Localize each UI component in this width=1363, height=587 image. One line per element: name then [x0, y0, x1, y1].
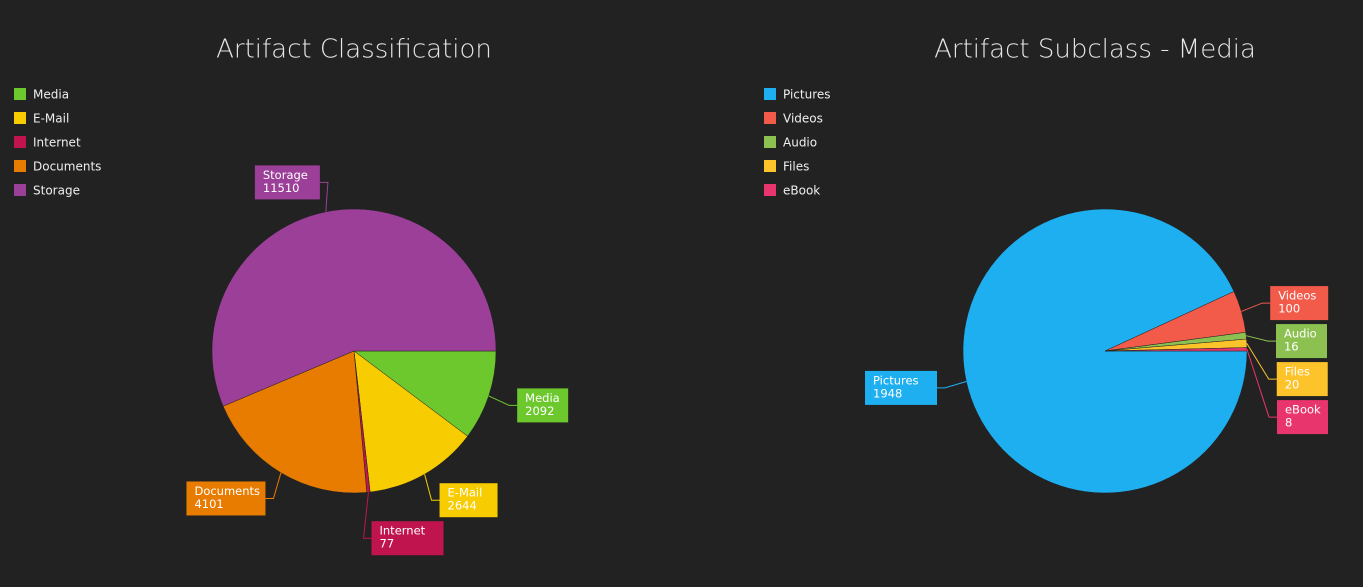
data-label-name: E-Mail	[448, 486, 483, 500]
data-label-name: Internet	[380, 524, 426, 538]
leader-line	[1241, 302, 1271, 312]
legend-label: Internet	[33, 136, 81, 150]
pie-slice	[211, 208, 497, 407]
legend-label: E-Mail	[33, 112, 69, 126]
data-label-box	[1270, 286, 1329, 321]
data-label-name: Media	[525, 391, 560, 405]
leader-line	[265, 472, 282, 499]
legend-label: Storage	[33, 184, 80, 198]
leader-line	[488, 395, 518, 406]
legend-label: Documents	[33, 160, 101, 174]
legend-swatch	[14, 112, 26, 124]
legend-label: Videos	[783, 112, 823, 126]
data-label-value: 2644	[448, 499, 477, 513]
leader-line	[424, 474, 440, 501]
data-label-value: 16	[1284, 340, 1299, 354]
data-label-value: 1948	[873, 386, 902, 400]
data-label-box	[186, 481, 266, 516]
data-label-value: 2092	[525, 404, 554, 418]
leader-line	[937, 380, 967, 389]
data-label-box	[1276, 362, 1328, 397]
data-label-value: 11510	[263, 181, 300, 195]
legend-label: Audio	[783, 136, 817, 150]
data-label-name: Storage	[263, 168, 308, 182]
data-label-name: eBook	[1285, 403, 1321, 417]
data-label-value: 20	[1285, 378, 1300, 392]
legend-swatch	[14, 184, 26, 196]
data-label-name: Files	[1285, 365, 1310, 379]
data-label-name: Audio	[1284, 327, 1317, 341]
leader-line	[319, 181, 329, 212]
data-label-name: Videos	[1278, 289, 1316, 303]
chart-title: Artifact Subclass - Media	[934, 35, 1256, 65]
pie-slice	[222, 350, 368, 494]
data-label-value: 4101	[194, 497, 223, 511]
data-label-box	[254, 165, 320, 200]
legend-swatch	[14, 88, 26, 100]
data-label-box	[865, 370, 938, 405]
leader-line	[362, 492, 372, 539]
legend-label: Media	[33, 88, 69, 102]
data-label-box	[1275, 324, 1327, 359]
legend-label: Pictures	[783, 88, 831, 102]
data-label-name: Documents	[194, 484, 260, 498]
data-label-box	[439, 483, 498, 518]
legend-swatch	[764, 88, 776, 100]
data-label-value: 8	[1285, 416, 1292, 430]
legend-label: eBook	[783, 184, 820, 198]
legend-swatch	[764, 136, 776, 148]
pie-chart: Artifact Classification Media E-Mail Intern…	[14, 35, 569, 556]
leader-line	[1246, 349, 1277, 418]
legend-swatch	[764, 160, 776, 172]
legend-swatch	[14, 136, 26, 148]
data-label-name: Pictures	[873, 373, 919, 387]
legend-swatch	[764, 112, 776, 124]
leader-line	[1246, 335, 1276, 342]
chart-title: Artifact Classification	[216, 35, 492, 65]
data-label-box	[371, 521, 444, 556]
data-label-value: 77	[380, 537, 395, 551]
data-label-value: 100	[1278, 302, 1300, 316]
data-label-box	[517, 388, 569, 423]
leader-line	[1246, 343, 1277, 380]
pie-chart: Artifact Subclass - Media Pictures Videos A…	[764, 35, 1329, 494]
legend-label: Files	[783, 160, 809, 174]
legend-swatch	[14, 160, 26, 172]
legend-swatch	[764, 184, 776, 196]
data-label-box	[1276, 400, 1328, 435]
pie-slice	[1104, 347, 1248, 352]
